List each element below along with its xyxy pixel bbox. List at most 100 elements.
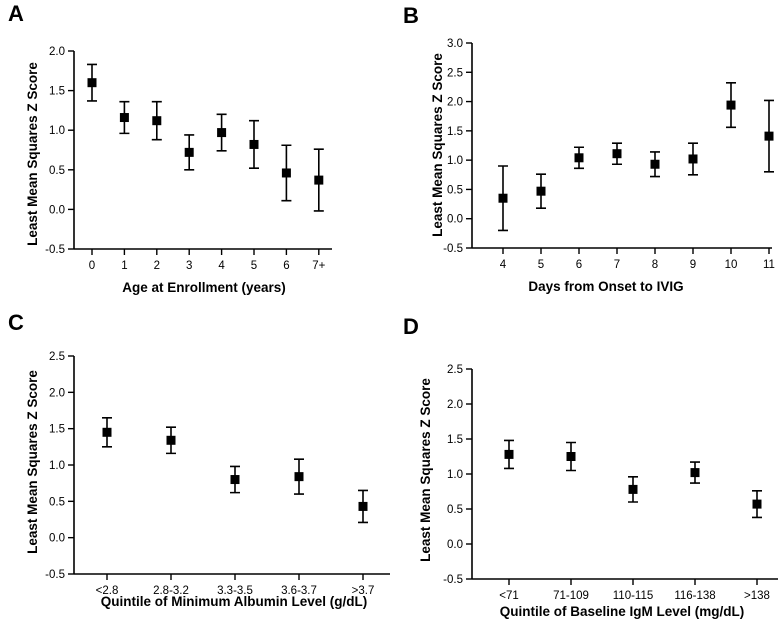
- data-point-d: [628, 484, 638, 494]
- y-tick-label-b: 2.5: [447, 67, 463, 79]
- x-tick-label-b: 9: [690, 259, 696, 271]
- y-tick-label-b: 1.5: [447, 126, 463, 138]
- x-tick-label-c: >3.7: [352, 585, 375, 597]
- y-tick-label-a: 2.0: [49, 46, 65, 58]
- data-point-a: [217, 128, 227, 138]
- plot-area-b: -0.5 0.0 0.5 1.0 1.5 2.0 2.5 3.0 4 5 6 7 8 9 10 11: [443, 38, 775, 271]
- y-tick-label-a: 1.0: [49, 125, 65, 137]
- y-tick-label-c: 0.5: [49, 496, 65, 508]
- y-tick-label-c: 0.0: [49, 533, 65, 545]
- plot-area-a: -0.5 0.0 0.5 1.0 1.5 2.0 0 1 2 3 4 5 6 7+: [45, 46, 332, 272]
- y-tick-label-c: 2.5: [49, 351, 65, 363]
- data-point-c: [294, 472, 304, 482]
- y-tick-label-d: 0.0: [447, 539, 463, 551]
- y-tick-label-b: 0.0: [447, 214, 463, 226]
- data-point-c: [102, 427, 112, 437]
- x-tick-label-a: 1: [121, 260, 127, 272]
- data-point-a: [184, 147, 194, 157]
- y-axis-title-c: Least Mean Squares Z Score: [25, 370, 40, 554]
- y-tick-label-a: 0.5: [49, 165, 65, 177]
- x-tick-label-c: <2.8: [96, 585, 119, 597]
- x-axis-title-a: Age at Enrollment (years): [122, 280, 286, 295]
- y-tick-label-c: 2.0: [49, 387, 65, 399]
- y-tick-label-b: -0.5: [443, 243, 463, 255]
- panel-label-d: D: [403, 314, 419, 339]
- x-tick-label-d: <71: [499, 590, 519, 602]
- y-tick-label-b: 2.0: [447, 97, 463, 109]
- y-tick-label-b: 0.5: [447, 184, 463, 196]
- data-point-c: [166, 435, 176, 445]
- y-axis-title-d: Least Mean Squares Z Score: [418, 378, 433, 562]
- x-axis-title-d: Quintile of Baseline IgM Level (mg/dL): [500, 604, 745, 619]
- y-tick-label-b: 3.0: [447, 38, 463, 50]
- y-tick-label-d: 1.0: [447, 469, 463, 481]
- panel-label-b: B: [403, 3, 419, 28]
- y-tick-label-d: 2.5: [447, 364, 463, 376]
- panel-b: B -0.5 0.0 0.5 1.0 1.5 2.0 2.5 3.0 4 5 6 7 8 9 10 11 Da…: [403, 3, 775, 294]
- data-point-b: [612, 149, 622, 159]
- data-point-a: [119, 113, 129, 123]
- data-point-d: [752, 499, 762, 509]
- y-axis-title-b: Least Mean Squares Z Score: [430, 53, 445, 237]
- panel-label-c: C: [8, 310, 24, 335]
- x-tick-label-b: 8: [652, 259, 658, 271]
- y-tick-label-b: 1.0: [447, 155, 463, 167]
- data-point-c: [358, 501, 368, 511]
- data-point-b: [764, 131, 774, 141]
- x-tick-label-b: 5: [538, 259, 544, 271]
- y-tick-label-c: 1.0: [49, 460, 65, 472]
- panel-c: C -0.5 0.0 0.5 1.0 1.5 2.0 2.5 <2.8 2.8-3.2 3.3-3…: [8, 310, 390, 609]
- x-tick-label-a: 3: [186, 260, 192, 272]
- x-tick-label-d: >138: [744, 590, 770, 602]
- x-tick-label-b: 10: [725, 259, 738, 271]
- plot-area-d: -0.5 0.0 0.5 1.0 1.5 2.0 2.5 <71 71-109 110-115 11…: [443, 364, 778, 602]
- x-tick-label-a: 5: [251, 260, 257, 272]
- y-tick-label-c: 1.5: [49, 424, 65, 436]
- y-tick-label-d: 2.0: [447, 399, 463, 411]
- data-point-b: [726, 100, 736, 110]
- x-tick-label-b: 11: [763, 259, 775, 271]
- y-tick-label-d: -0.5: [443, 574, 463, 586]
- data-point-c: [230, 475, 240, 485]
- data-point-a: [152, 116, 162, 126]
- x-tick-label-d: 110-115: [613, 590, 654, 602]
- y-tick-label-a: -0.5: [45, 244, 65, 256]
- y-tick-label-d: 0.5: [447, 504, 463, 516]
- data-point-d: [690, 468, 700, 478]
- panel-d: D -0.5 0.0 0.5 1.0 1.5 2.0 2.5 <71 71-109 110-115…: [403, 314, 778, 619]
- x-tick-label-b: 7: [614, 259, 620, 271]
- data-point-a: [314, 175, 324, 185]
- plot-area-c: -0.5 0.0 0.5 1.0 1.5 2.0 2.5 <2.8 2.8-3.2 3.3-3.5…: [45, 351, 390, 597]
- data-point-b: [536, 186, 546, 196]
- y-tick-label-a: 1.5: [49, 86, 65, 98]
- x-tick-label-a: 0: [89, 260, 95, 272]
- data-point-b: [688, 154, 698, 164]
- y-tick-label-a: 0.0: [49, 204, 65, 216]
- x-tick-label-a: 6: [283, 260, 289, 272]
- y-axis-title-a: Least Mean Squares Z Score: [25, 62, 40, 246]
- x-axis-title-b: Days from Onset to IVIG: [528, 279, 683, 294]
- data-point-a: [249, 139, 259, 149]
- panel-label-a: A: [8, 1, 24, 26]
- x-tick-label-a: 4: [218, 260, 225, 272]
- x-tick-label-a: 7+: [312, 260, 325, 272]
- x-tick-label-b: 4: [500, 259, 507, 271]
- data-point-b: [574, 153, 584, 163]
- data-point-a: [87, 78, 97, 88]
- x-tick-label-c: 3.6-3.7: [281, 585, 317, 597]
- data-point-b: [498, 193, 508, 203]
- data-point-b: [650, 159, 660, 169]
- data-point-d: [566, 452, 576, 461]
- x-tick-label-d: 116-138: [674, 590, 715, 602]
- data-point-a: [281, 168, 291, 178]
- x-tick-label-c: 2.8-3.2: [153, 585, 189, 597]
- data-point-d: [504, 449, 514, 459]
- panel-a: A -0.5 0.0 0.5 1.0 1.5 2.0 0 1 2 3 4 5 6 7+ Age at En…: [8, 1, 332, 295]
- y-tick-label-c: -0.5: [45, 569, 65, 581]
- x-tick-label-d: 71-109: [553, 590, 589, 602]
- y-tick-label-d: 1.5: [447, 434, 463, 446]
- x-tick-label-b: 6: [576, 259, 582, 271]
- x-axis-title-c: Quintile of Minimum Albumin Level (g/dL): [101, 594, 368, 609]
- x-tick-label-c: 3.3-3.5: [217, 585, 253, 597]
